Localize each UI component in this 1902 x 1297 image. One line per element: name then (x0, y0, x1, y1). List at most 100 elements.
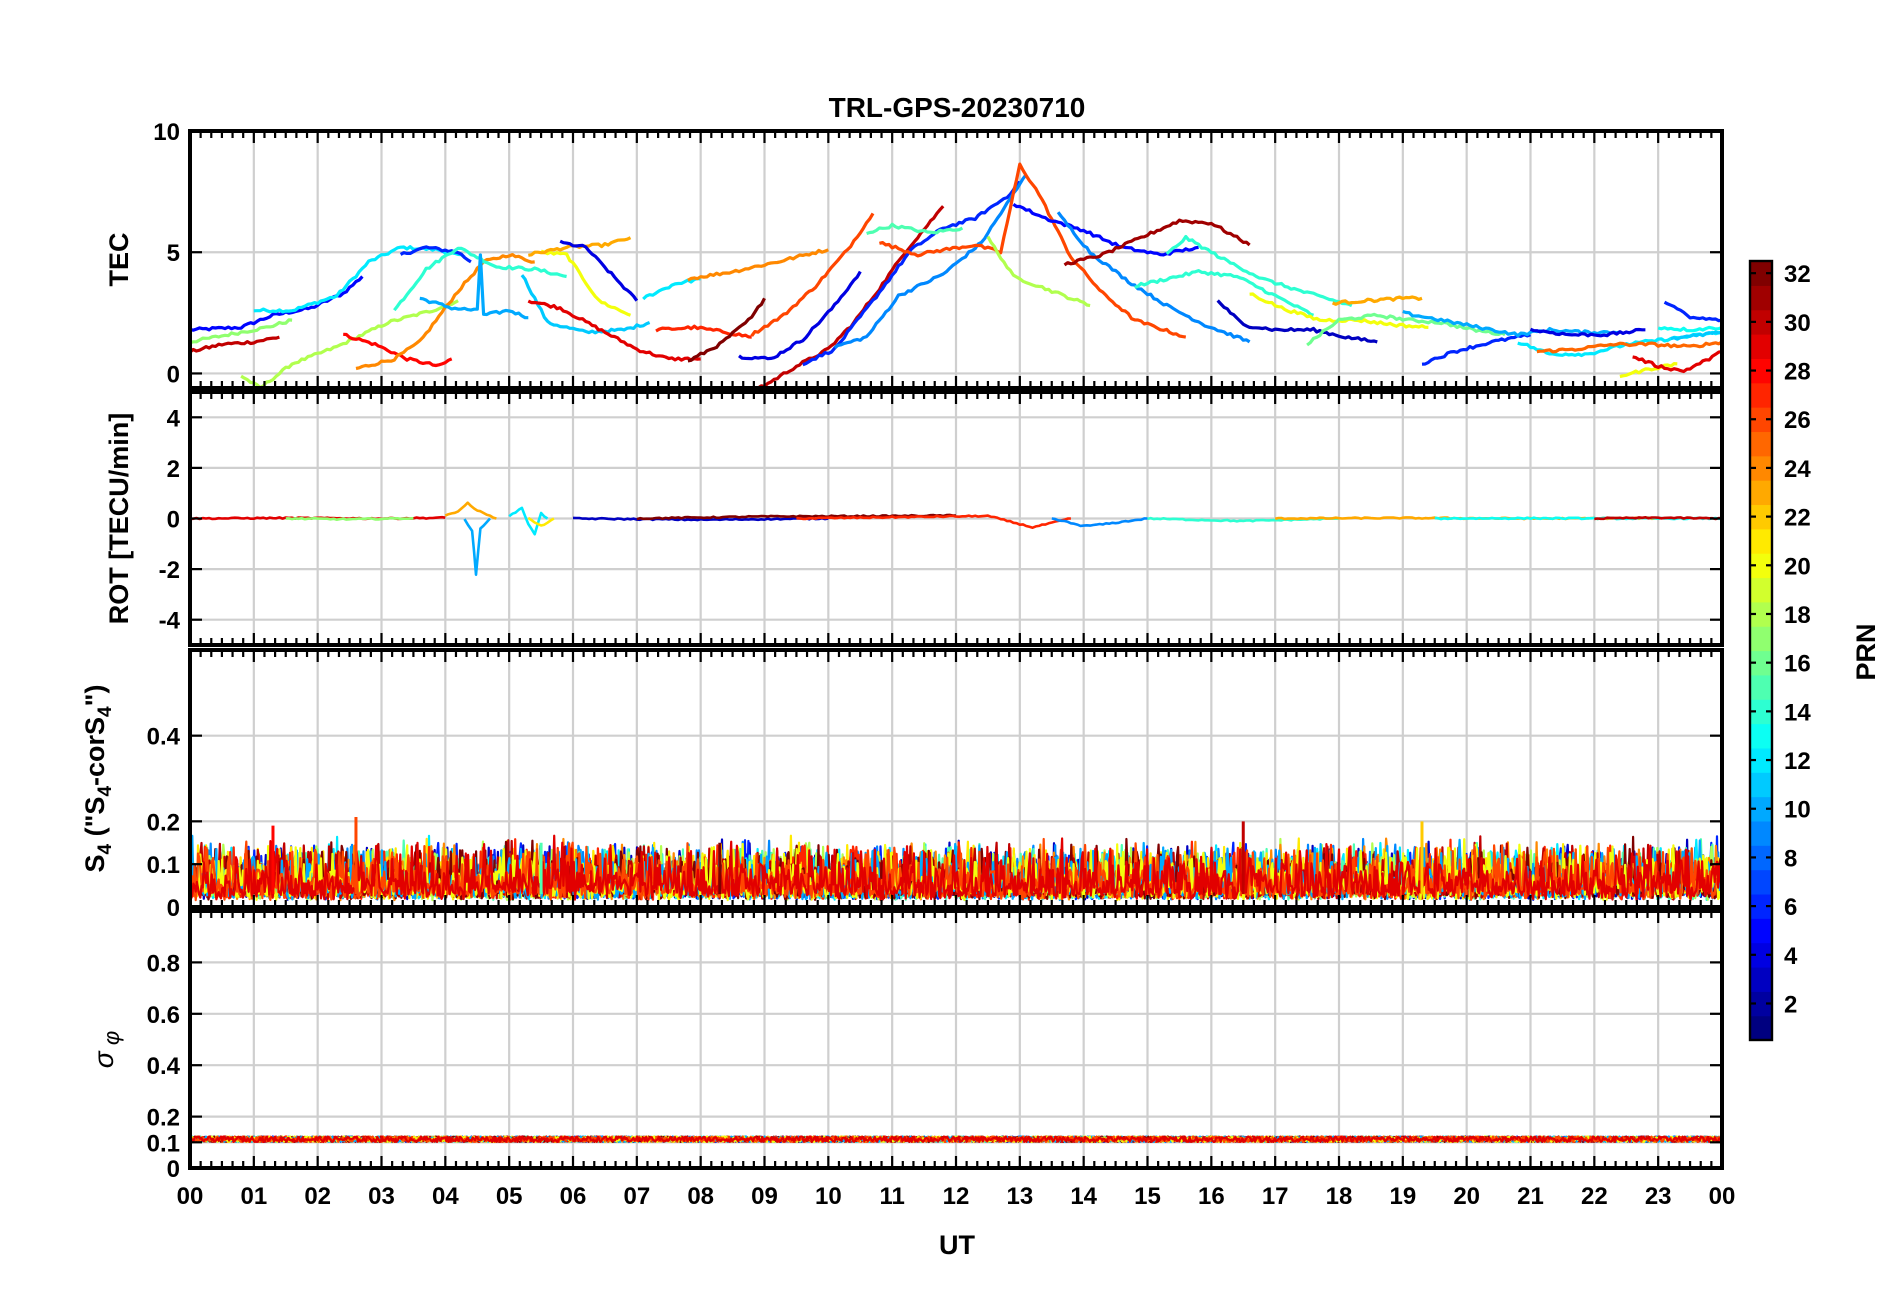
y-tick-label: 10 (153, 119, 180, 146)
prn-27-trace (655, 324, 752, 339)
x-tick-label: 15 (1134, 1183, 1161, 1210)
prn-29-trace (190, 834, 1722, 902)
y-axis-label-sigma-phi: σ φ (88, 1031, 124, 1068)
prn-4-trace (559, 239, 639, 302)
x-tick-label: 19 (1389, 1183, 1416, 1210)
colorbar-tick-label: 14 (1784, 699, 1811, 726)
colorbar-band (1750, 942, 1772, 968)
colorbar-band (1750, 577, 1772, 603)
x-tick-label: 09 (751, 1183, 778, 1210)
colorbar-tick-label: 32 (1784, 261, 1811, 288)
x-tick-label: 04 (432, 1183, 459, 1210)
prn-13-trace (1657, 325, 1722, 333)
prn-27-trace (796, 514, 1071, 530)
prn-31-trace (1063, 218, 1251, 267)
y-axis-label-s4: S4 ("S4-corS4") (80, 685, 116, 873)
colorbar-band (1750, 553, 1772, 579)
colorbar-band (1750, 358, 1772, 384)
prn-14-trace (1134, 269, 1315, 317)
prn-17-trace (190, 318, 293, 345)
prn-11-trace (520, 274, 651, 335)
colorbar-tick-label: 2 (1784, 991, 1797, 1018)
x-tick-label: 01 (240, 1183, 267, 1210)
colorbar-band (1750, 796, 1772, 822)
prn-9-trace (1051, 517, 1148, 528)
prn-18-trace (986, 235, 1091, 308)
colorbar-band (1750, 601, 1772, 627)
prn-17-trace (285, 516, 414, 522)
colorbar-band (1750, 334, 1772, 359)
y-tick-label: 0.2 (147, 809, 180, 836)
x-tick-label: 00 (177, 1183, 204, 1210)
y-tick-label: 0.2 (147, 1105, 180, 1132)
y-tick-label: 4 (167, 405, 181, 432)
y-tick-label: 0.1 (147, 852, 180, 879)
prn-10-trace (1402, 309, 1621, 338)
prn-30-trace (1594, 515, 1722, 521)
y-tick-label: 0.4 (147, 724, 181, 751)
colorbar-band (1750, 1015, 1772, 1041)
colorbar-tick-label: 22 (1784, 505, 1811, 532)
colorbar-tick-label: 18 (1784, 602, 1811, 629)
colorbar-band (1750, 674, 1772, 700)
x-tick-label: 11 (879, 1183, 904, 1210)
prn-6-trace (802, 180, 1021, 367)
colorbar-tick-label: 20 (1784, 553, 1811, 580)
colorbar-band (1750, 820, 1772, 846)
colorbar-band (1750, 455, 1772, 481)
prn-12-trace (508, 506, 549, 536)
prn-5-trace (1012, 202, 1199, 257)
x-tick-label: 20 (1453, 1183, 1480, 1210)
prn-14-trace (1165, 234, 1353, 308)
colorbar-tick-label: 30 (1784, 310, 1811, 337)
colorbar-label: PRN (1851, 623, 1881, 680)
prn-3-trace (572, 516, 829, 522)
x-tick-label: 17 (1262, 1183, 1289, 1210)
frame-layer (188, 129, 1724, 1170)
y-tick-label: 0.8 (147, 950, 180, 977)
prn-20-trace (1619, 362, 1678, 379)
prn-10-trace (419, 253, 529, 320)
colorbar-tick-label: 24 (1784, 456, 1811, 483)
colorbar-frame (1748, 259, 1774, 1042)
colorbar-band (1750, 626, 1772, 652)
x-tick-label: 06 (560, 1183, 587, 1210)
colorbar-band (1750, 991, 1772, 1017)
x-axis-label: UT (939, 1230, 975, 1260)
colorbar-band (1750, 431, 1772, 457)
prn-28-trace (343, 332, 453, 368)
prn-12-trace (642, 276, 701, 301)
y-tick-label: -4 (159, 608, 181, 635)
colorbar-band (1750, 747, 1772, 773)
x-tick-label: 05 (496, 1183, 523, 1210)
colorbar-band (1750, 528, 1772, 554)
colorbar-tick-label: 12 (1784, 748, 1811, 775)
prn-30-trace (190, 335, 280, 354)
x-tick-label: 18 (1326, 1183, 1353, 1210)
colorbar-tick-label: 26 (1784, 407, 1811, 434)
x-tick-label: 00 (1709, 1183, 1736, 1210)
prn-9-trace (1056, 211, 1251, 344)
panel-2-data (190, 501, 1722, 577)
prn-6-trace (399, 245, 472, 264)
prn-18-trace (240, 299, 459, 388)
y-tick-label: 0 (167, 1156, 180, 1183)
prn-10-trace (463, 517, 491, 577)
prn-21-trace (527, 516, 555, 527)
y-tick-label: 0.6 (147, 1002, 180, 1029)
y-tick-label: 5 (167, 240, 180, 267)
prn-23-trace (444, 501, 497, 520)
prn-29-trace (1632, 350, 1722, 374)
prn-16-trace (1306, 312, 1506, 347)
colorbar-band (1750, 966, 1772, 992)
x-tick-label: 03 (368, 1183, 395, 1210)
colorbar-tick-label: 6 (1784, 894, 1797, 921)
colorbar-band (1750, 309, 1772, 335)
y-tick-label: 2 (167, 456, 180, 483)
prn-5-trace (190, 275, 364, 332)
colorbar-tick-label: 4 (1784, 943, 1798, 970)
prn-9-trace (833, 173, 1028, 349)
